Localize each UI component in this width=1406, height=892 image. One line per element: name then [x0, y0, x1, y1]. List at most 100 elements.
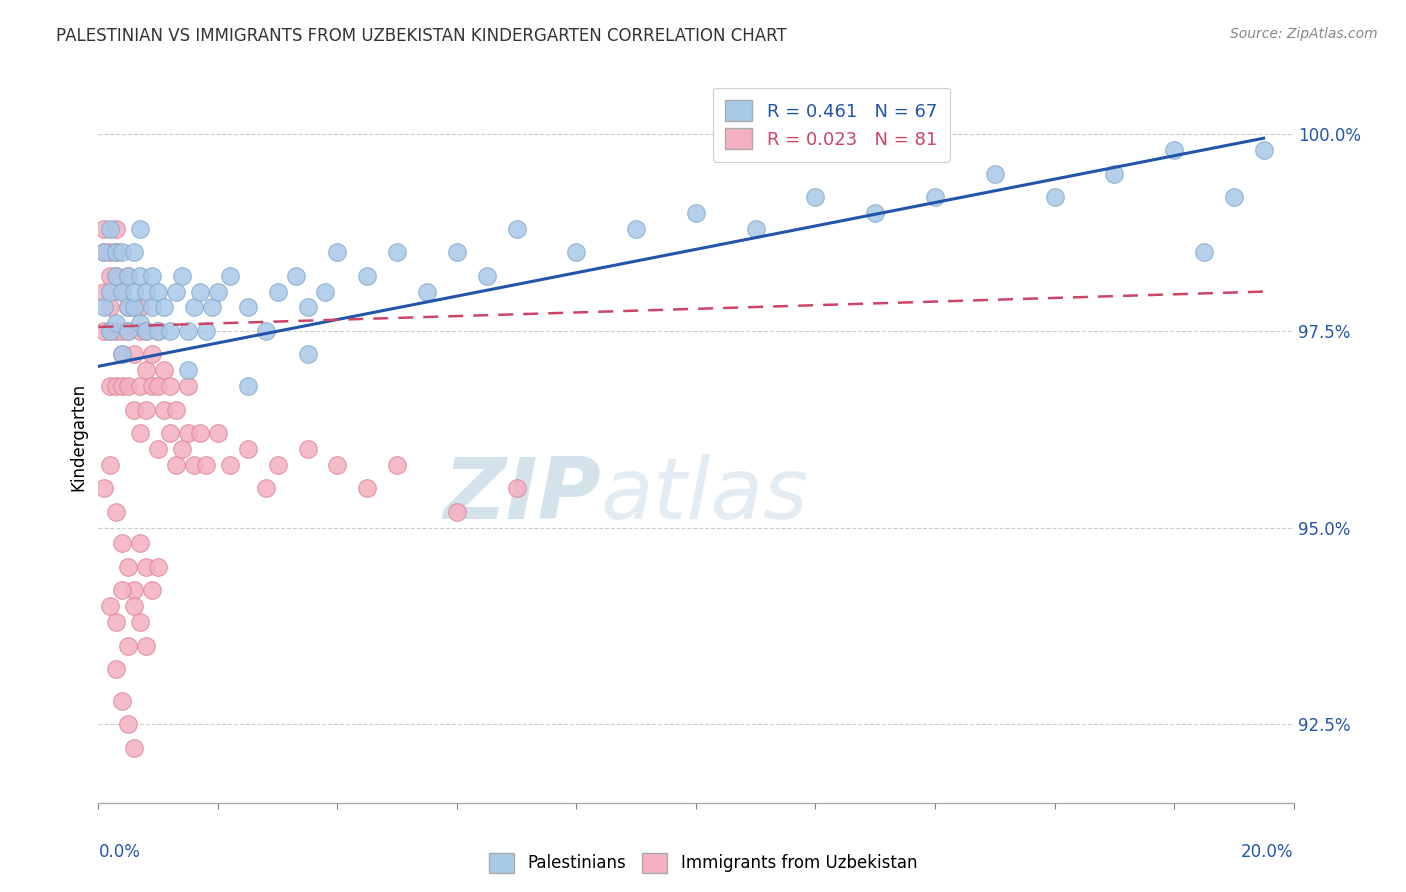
Point [98, 221, 122, 235]
Point [284, 268, 307, 283]
Point [236, 379, 259, 393]
Point [188, 426, 211, 441]
Point [984, 167, 1007, 181]
Point [385, 245, 409, 260]
Point [124, 599, 146, 614]
Point [141, 301, 163, 315]
Point [475, 268, 498, 283]
Point [93, 481, 115, 495]
Point [172, 268, 194, 283]
Point [105, 245, 128, 260]
Point [111, 347, 134, 361]
Point [105, 379, 128, 393]
Point [148, 324, 170, 338]
Text: PALESTINIAN VS IMMIGRANTS FROM UZBEKISTAN KINDERGARTEN CORRELATION CHART: PALESTINIAN VS IMMIGRANTS FROM UZBEKISTA… [56, 27, 787, 45]
Point [93, 324, 115, 338]
Point [195, 458, 218, 472]
Point [172, 442, 194, 456]
Text: 20.0%: 20.0% [1241, 843, 1294, 861]
Point [297, 301, 319, 315]
Point [385, 458, 409, 472]
Point [1104, 167, 1126, 181]
Point [124, 285, 146, 299]
Point [135, 559, 157, 574]
Point [924, 190, 946, 204]
Point [1223, 190, 1246, 204]
Point [236, 301, 259, 315]
Point [135, 324, 157, 338]
Point [135, 324, 157, 338]
Point [124, 245, 146, 260]
Point [117, 324, 139, 338]
Point [98, 379, 122, 393]
Point [141, 347, 163, 361]
Point [195, 324, 218, 338]
Point [326, 458, 349, 472]
Point [111, 324, 134, 338]
Point [506, 221, 529, 235]
Point [315, 285, 337, 299]
Point [105, 268, 128, 283]
Point [129, 379, 152, 393]
Point [117, 301, 139, 315]
Point [1192, 245, 1215, 260]
Point [804, 190, 827, 204]
Point [98, 458, 122, 472]
Point [506, 481, 529, 495]
Point [117, 301, 139, 315]
Point [188, 285, 211, 299]
Point [129, 301, 152, 315]
Point [267, 285, 290, 299]
Point [141, 268, 163, 283]
Point [93, 221, 115, 235]
Point [446, 245, 468, 260]
Point [111, 583, 134, 598]
Point [177, 379, 200, 393]
Point [93, 285, 115, 299]
Point [98, 245, 122, 260]
Point [111, 347, 134, 361]
Point [117, 717, 139, 731]
Point [117, 379, 139, 393]
Point [207, 285, 229, 299]
Point [129, 324, 152, 338]
Point [159, 379, 181, 393]
Point [219, 268, 242, 283]
Point [148, 442, 170, 456]
Point [124, 301, 146, 315]
Point [356, 268, 378, 283]
Point [153, 402, 176, 417]
Point [98, 301, 122, 315]
Point [98, 599, 122, 614]
Point [153, 301, 176, 315]
Point [129, 536, 152, 550]
Point [124, 347, 146, 361]
Point [124, 301, 146, 315]
Point [117, 268, 139, 283]
Point [745, 221, 768, 235]
Point [98, 268, 122, 283]
Point [165, 458, 187, 472]
Y-axis label: Kindergarten: Kindergarten [69, 383, 87, 491]
Point [565, 245, 588, 260]
Point [105, 316, 128, 330]
Point [105, 245, 128, 260]
Point [148, 285, 170, 299]
Point [177, 363, 200, 377]
Point [135, 363, 157, 377]
Point [93, 245, 115, 260]
Point [219, 458, 242, 472]
Point [105, 268, 128, 283]
Point [135, 285, 157, 299]
Text: atlas: atlas [600, 454, 808, 537]
Point [124, 740, 146, 755]
Point [159, 324, 181, 338]
Point [165, 285, 187, 299]
Point [135, 639, 157, 653]
Point [93, 301, 115, 315]
Point [93, 245, 115, 260]
Point [111, 285, 134, 299]
Point [177, 426, 200, 441]
Point [105, 221, 128, 235]
Point [326, 245, 349, 260]
